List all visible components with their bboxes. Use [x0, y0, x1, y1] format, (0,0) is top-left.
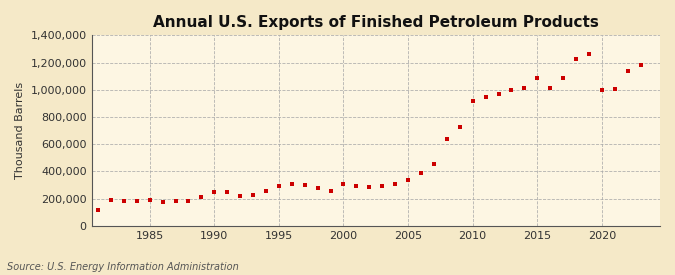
Title: Annual U.S. Exports of Finished Petroleum Products: Annual U.S. Exports of Finished Petroleu… — [153, 15, 599, 30]
Y-axis label: Thousand Barrels: Thousand Barrels — [15, 82, 25, 179]
Text: Source: U.S. Energy Information Administration: Source: U.S. Energy Information Administ… — [7, 262, 238, 272]
